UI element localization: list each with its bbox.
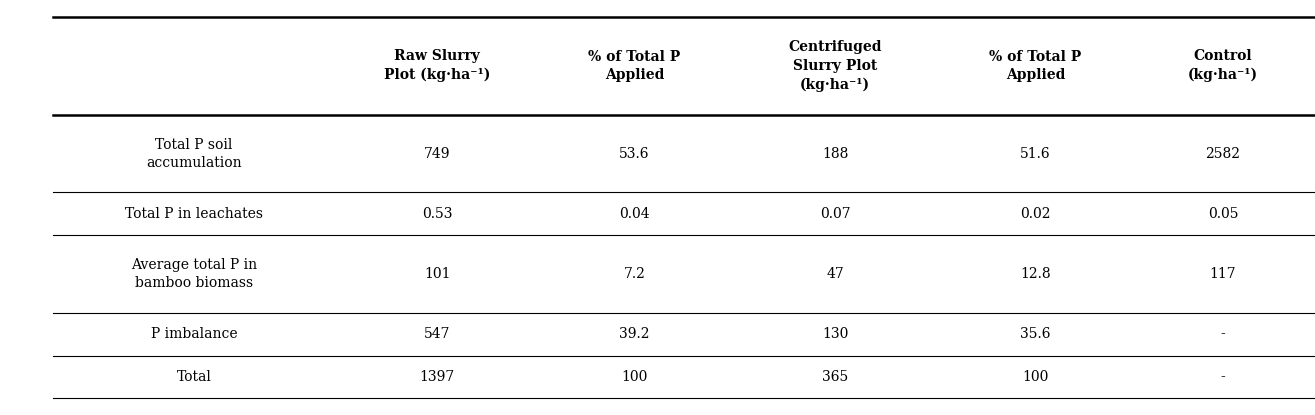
Text: Total P in leachates: Total P in leachates [125, 207, 263, 221]
Text: 188: 188 [822, 147, 848, 161]
Text: Total: Total [176, 370, 212, 384]
Text: 51.6: 51.6 [1020, 147, 1051, 161]
Text: 1397: 1397 [419, 370, 455, 384]
Text: 100: 100 [621, 370, 648, 384]
Text: 130: 130 [822, 327, 848, 341]
Text: 2582: 2582 [1206, 147, 1240, 161]
Text: 365: 365 [822, 370, 848, 384]
Text: % of Total P
Applied: % of Total P Applied [989, 50, 1082, 82]
Text: Average total P in
bamboo biomass: Average total P in bamboo biomass [132, 258, 256, 290]
Text: 547: 547 [423, 327, 451, 341]
Text: Raw Slurry
Plot (kg·ha⁻¹): Raw Slurry Plot (kg·ha⁻¹) [384, 49, 490, 83]
Text: 0.04: 0.04 [619, 207, 650, 221]
Text: P imbalance: P imbalance [151, 327, 237, 341]
Text: -: - [1220, 327, 1226, 341]
Text: Total P soil
accumulation: Total P soil accumulation [146, 138, 242, 170]
Text: 117: 117 [1210, 267, 1236, 281]
Text: 53.6: 53.6 [619, 147, 650, 161]
Text: 0.05: 0.05 [1207, 207, 1239, 221]
Text: 100: 100 [1022, 370, 1049, 384]
Text: 0.02: 0.02 [1020, 207, 1051, 221]
Text: 47: 47 [826, 267, 844, 281]
Text: 39.2: 39.2 [619, 327, 650, 341]
Text: 101: 101 [423, 267, 451, 281]
Text: % of Total P
Applied: % of Total P Applied [588, 50, 681, 82]
Text: 0.53: 0.53 [422, 207, 452, 221]
Text: -: - [1220, 370, 1226, 384]
Text: 0.07: 0.07 [819, 207, 851, 221]
Text: 7.2: 7.2 [623, 267, 646, 281]
Text: Centrifuged
Slurry Plot
(kg·ha⁻¹): Centrifuged Slurry Plot (kg·ha⁻¹) [788, 40, 882, 92]
Text: Control
(kg·ha⁻¹): Control (kg·ha⁻¹) [1187, 49, 1258, 83]
Text: 12.8: 12.8 [1020, 267, 1051, 281]
Text: 749: 749 [423, 147, 451, 161]
Text: 35.6: 35.6 [1020, 327, 1051, 341]
